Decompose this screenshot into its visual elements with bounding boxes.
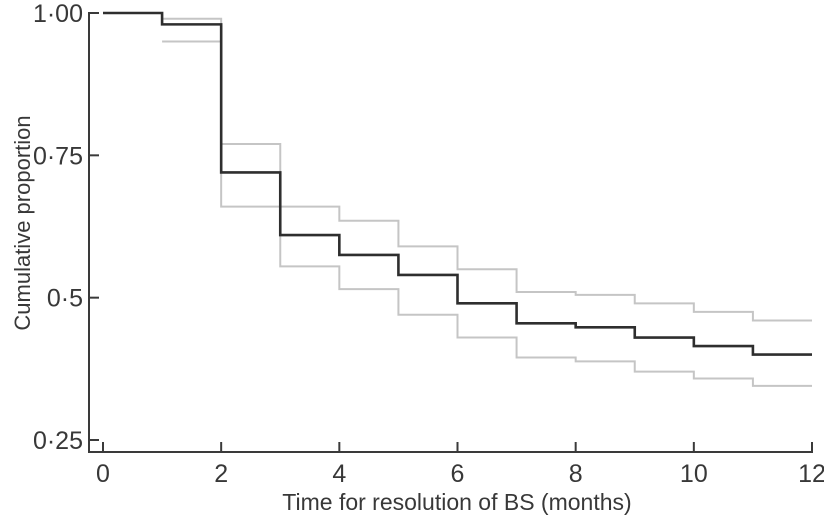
x-axis-title: Time for resolution of BS (months) <box>282 489 631 515</box>
series-layer <box>103 11 812 387</box>
upper-ci-line <box>162 17 812 322</box>
x-tick-label: 8 <box>569 460 583 488</box>
ticks-layer <box>89 12 813 452</box>
x-tick-label: 4 <box>332 460 346 488</box>
x-tick-label: 0 <box>96 460 110 488</box>
x-tick-label: 10 <box>680 460 708 488</box>
y-tick-label: 0·25 <box>33 427 83 455</box>
axes-layer <box>88 12 813 453</box>
estimate-line <box>103 11 812 356</box>
tick-labels-layer: 0 2 4 6 8 10 12 1·00 0·75 0·5 0·25 <box>33 0 824 488</box>
x-tick-label: 6 <box>451 460 465 488</box>
x-tick-label: 2 <box>214 460 228 488</box>
y-axis-title: Cumulative proportion <box>10 115 35 330</box>
y-tick-label: 0·75 <box>33 142 83 170</box>
y-tick-label: 0·5 <box>47 285 83 313</box>
y-tick-label: 1·00 <box>33 0 83 28</box>
x-tick-label: 12 <box>798 460 824 488</box>
lower-ci-line <box>162 40 812 387</box>
